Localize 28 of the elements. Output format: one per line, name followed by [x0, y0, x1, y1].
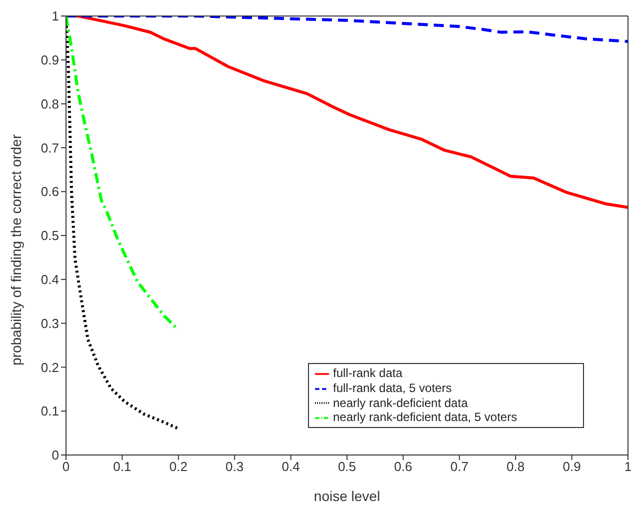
y-tick-label: 0.2: [40, 360, 59, 375]
x-tick-label: 1: [624, 459, 632, 474]
y-tick-label: 0.8: [40, 96, 59, 112]
x-axis-title: noise level: [314, 488, 380, 504]
x-tick-label: 0.3: [226, 459, 244, 474]
legend-label: nearly rank-deficient data: [333, 396, 468, 410]
y-tick-label: 0.5: [40, 228, 59, 244]
x-tick-label: 0.4: [282, 459, 300, 474]
y-tick-label: 0.4: [40, 272, 59, 288]
x-tick-label: 0.9: [562, 459, 581, 474]
legend-label: nearly rank-deficient data, 5 voters: [333, 410, 518, 424]
y-axis-title: probability of finding the correct order: [8, 134, 24, 366]
y-tick-label: 0.9: [40, 52, 59, 68]
x-tick-label: 0.7: [450, 459, 468, 474]
x-tick-label: 0.5: [338, 459, 356, 474]
legend-label: full-rank data, 5 voters: [333, 380, 452, 395]
y-tick-label: 0.7: [40, 140, 59, 156]
x-tick-label: 0.1: [113, 459, 132, 474]
y-tick-label: 0.3: [40, 316, 59, 331]
x-tick-label: 0.8: [506, 459, 525, 474]
y-tick-label: 0.1: [40, 404, 59, 419]
x-tick-label: 0: [62, 459, 70, 474]
y-tick-label: 0.6: [40, 184, 59, 200]
x-tick-label: 0.2: [169, 459, 188, 474]
x-tick-label: 0.6: [394, 459, 412, 474]
y-tick-label: 1: [52, 8, 59, 24]
y-tick-label: 0: [52, 448, 59, 463]
legend-label: full-rank data: [333, 366, 402, 380]
